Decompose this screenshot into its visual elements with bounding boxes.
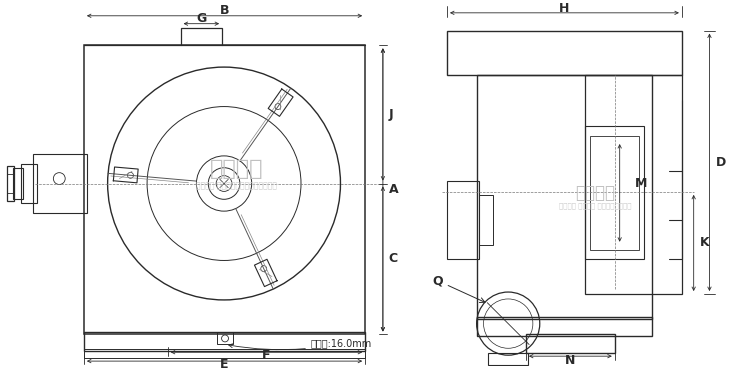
Text: N: N (566, 354, 575, 367)
Text: D: D (716, 156, 727, 169)
Bar (476, 317, 652, 336)
Bar (33, 154, 87, 213)
Text: J: J (388, 108, 394, 121)
Bar (476, 75, 652, 319)
Text: B: B (220, 4, 230, 17)
Text: C: C (388, 253, 398, 266)
Bar (84, 349, 365, 358)
Bar (84, 45, 365, 335)
Bar (21, 164, 37, 203)
Text: 定位销:16.0mm: 定位销:16.0mm (229, 338, 372, 350)
Text: 服务至上 优质设备，品质保证技术专业: 服务至上 优质设备，品质保证技术专业 (196, 181, 278, 190)
Bar (488, 353, 528, 365)
Text: E: E (220, 358, 229, 371)
Bar (447, 30, 682, 75)
Text: H: H (560, 2, 569, 15)
Bar (13, 168, 22, 199)
Bar (181, 27, 222, 45)
Text: K: K (700, 236, 709, 249)
Bar (585, 126, 644, 259)
Bar (447, 181, 478, 259)
Text: 雄鹰精机: 雄鹰精机 (575, 184, 615, 202)
Text: M: M (634, 177, 646, 190)
Bar (526, 335, 615, 353)
Text: 雄鹰精机: 雄鹰精机 (210, 159, 263, 179)
Text: Q: Q (432, 274, 485, 302)
Bar (7, 166, 14, 201)
Bar (217, 332, 233, 344)
Bar (478, 196, 494, 245)
Text: F: F (262, 349, 271, 362)
Bar (590, 136, 640, 250)
Bar (84, 332, 365, 351)
Text: 服务至上 优质设备 品质保证技术专业: 服务至上 优质设备 品质保证技术专业 (559, 202, 632, 209)
Text: A: A (388, 183, 398, 196)
Text: G: G (196, 12, 206, 25)
Bar (585, 75, 682, 294)
